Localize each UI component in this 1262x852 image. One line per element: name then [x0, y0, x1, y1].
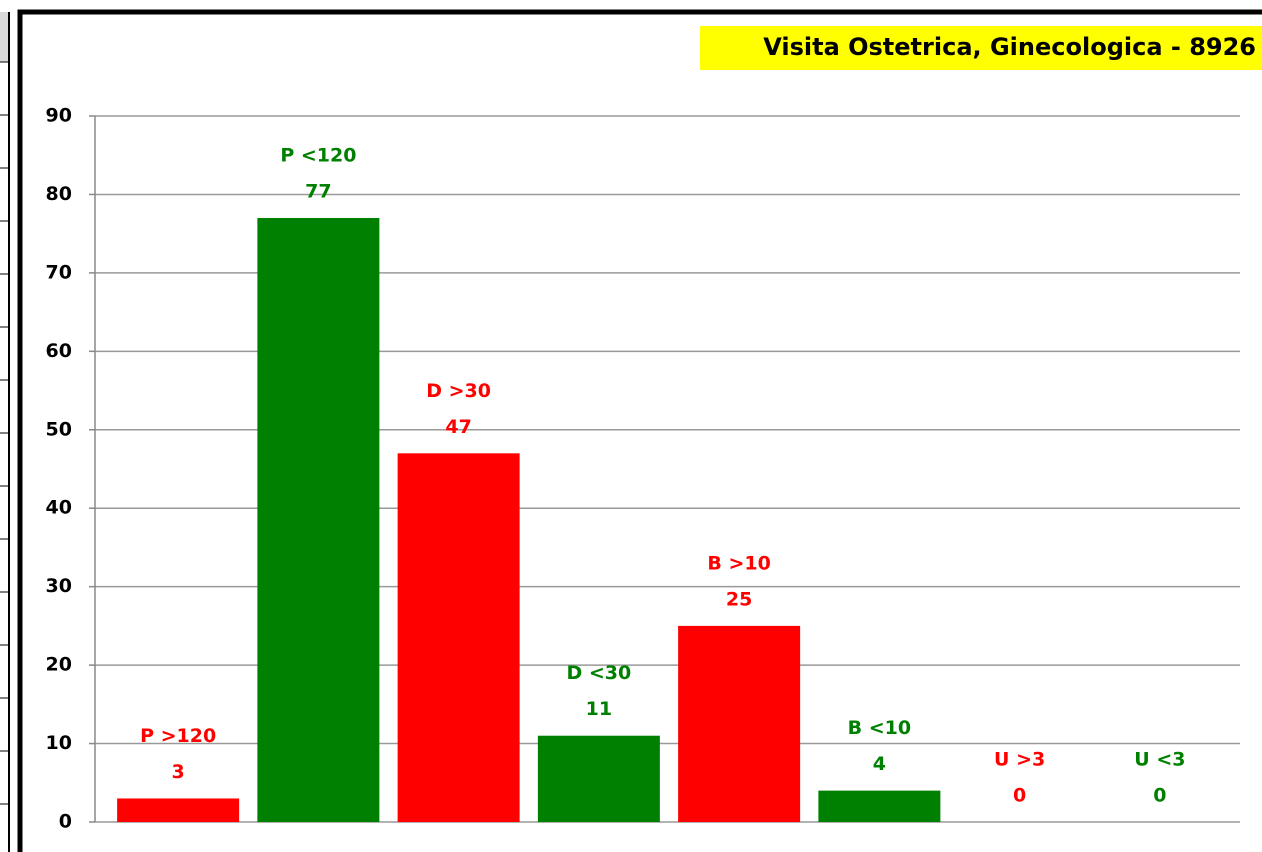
bar — [117, 798, 240, 822]
data-label-category: B <10 — [848, 717, 911, 739]
y-tick-label: 60 — [46, 340, 72, 362]
bar — [257, 217, 380, 822]
data-label-category: P <120 — [280, 144, 356, 166]
chart-title: Visita Ostetrica, Ginecologica - 8926 — [763, 33, 1256, 61]
data-label-category: B >10 — [707, 552, 770, 574]
data-label-value: 47 — [445, 416, 471, 438]
data-label-category: U <3 — [1134, 749, 1185, 771]
bar — [818, 790, 941, 822]
y-tick-label: 80 — [46, 183, 72, 205]
bar — [397, 453, 520, 822]
data-label-value: 3 — [172, 761, 185, 783]
data-label-value: 11 — [586, 698, 612, 720]
data-label-category: D <30 — [567, 662, 632, 684]
y-tick-label: 0 — [59, 811, 72, 833]
y-tick-label: 20 — [46, 654, 72, 676]
table-header — [0, 12, 9, 62]
left-table-strip — [0, 12, 10, 852]
bar — [537, 735, 660, 822]
chart-frame — [17, 9, 1262, 852]
data-label-value: 77 — [305, 180, 331, 202]
bar — [678, 625, 801, 822]
data-label-category: P >120 — [140, 725, 216, 747]
data-label-value: 25 — [726, 588, 752, 610]
y-tick-label: 30 — [46, 575, 72, 597]
y-tick-label: 40 — [46, 497, 72, 519]
data-label-value: 4 — [873, 753, 886, 775]
data-label-category: D >30 — [426, 380, 491, 402]
y-tick-label: 10 — [46, 732, 72, 754]
data-label-value: 0 — [1153, 785, 1166, 807]
y-tick-label: 70 — [46, 261, 72, 283]
data-label-category: U >3 — [994, 749, 1045, 771]
data-label-value: 0 — [1013, 785, 1026, 807]
y-tick-label: 90 — [46, 105, 72, 127]
title-background — [700, 26, 1262, 70]
y-tick-label: 50 — [46, 418, 72, 440]
